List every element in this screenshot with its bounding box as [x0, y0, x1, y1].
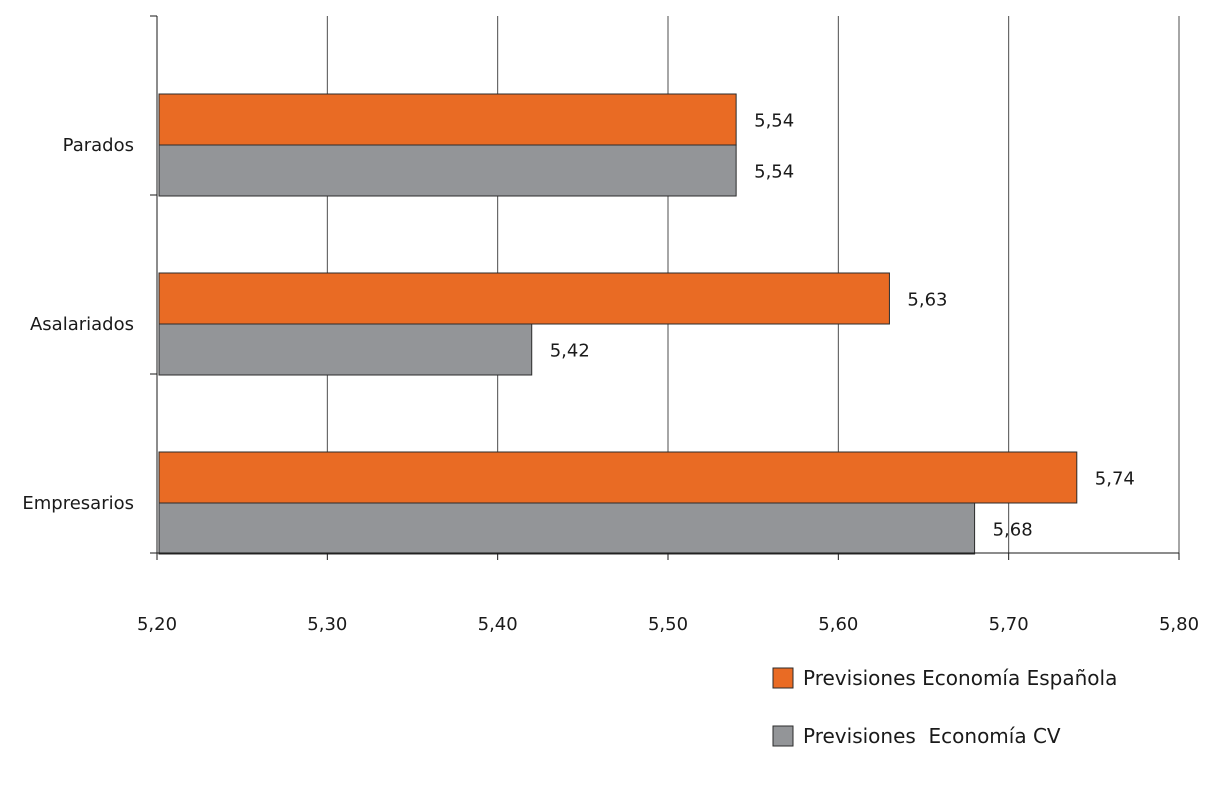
x-tick-label: 5,60 [818, 614, 858, 635]
category-label: Parados [63, 135, 134, 156]
bar [158, 144, 737, 197]
bar [158, 93, 737, 146]
data-label: 5,42 [550, 341, 590, 362]
bar [158, 272, 890, 325]
x-tick-label: 5,40 [478, 614, 518, 635]
data-label: 5,63 [907, 290, 947, 311]
category-label: Empresarios [22, 493, 134, 514]
bar [158, 451, 1078, 504]
legend: Previsiones Economía Española Previsiones… [772, 666, 1117, 748]
bar [158, 502, 976, 555]
category-label: Asalariados [30, 314, 134, 335]
x-tick-label: 5,50 [648, 614, 688, 635]
x-tick-label: 5,20 [137, 614, 177, 635]
data-label: 5,54 [754, 162, 794, 183]
legend-swatch [772, 667, 794, 689]
legend-label: Previsiones Economía Española [803, 666, 1117, 690]
x-tick-label: 5,80 [1159, 614, 1199, 635]
legend-label: Previsiones Economía CV [803, 724, 1061, 748]
data-label: 5,54 [754, 111, 794, 132]
legend-swatch [772, 725, 794, 747]
x-tick-label: 5,30 [307, 614, 347, 635]
axes [150, 15, 1180, 560]
labels: 5,54 5,54 Parados 5,63 5,42 Asalariados 5,74 5,… [22, 111, 1199, 636]
x-tick-label: 5,70 [989, 614, 1029, 635]
bars [158, 93, 1078, 555]
data-label: 5,68 [993, 520, 1033, 541]
data-label: 5,74 [1095, 469, 1135, 490]
bar [158, 323, 533, 376]
